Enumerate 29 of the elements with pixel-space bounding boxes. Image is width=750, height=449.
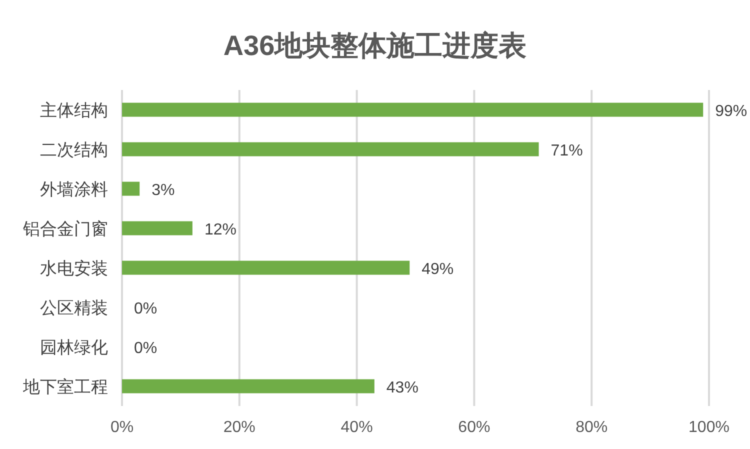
y-tick-label: 外墙涂料 — [40, 180, 108, 199]
data-label: 0% — [134, 340, 158, 357]
y-tick-label: 二次结构 — [40, 140, 108, 160]
data-label: 3% — [152, 182, 175, 199]
bar — [122, 379, 374, 394]
bar — [122, 260, 410, 275]
y-tick-label: 园林绿化 — [40, 338, 108, 357]
x-tick-label: 80% — [576, 419, 608, 436]
data-label: 0% — [134, 300, 158, 318]
data-label: 43% — [386, 379, 418, 396]
chart-title: A36地块整体施工进度表 — [223, 30, 527, 61]
data-label: 71% — [550, 142, 583, 160]
bar — [122, 142, 539, 156]
data-label: 99% — [715, 102, 748, 120]
x-tick-label: 0% — [110, 419, 134, 436]
y-tick-label: 地下室工程 — [22, 377, 108, 396]
bar — [122, 102, 704, 117]
x-tick-label: 60% — [458, 419, 490, 436]
bar — [122, 221, 192, 236]
bar — [122, 182, 140, 196]
data-label: 49% — [422, 260, 454, 278]
y-tick-label: 主体结构 — [40, 100, 108, 120]
x-tick-label: 100% — [688, 419, 730, 436]
x-tick-label: 40% — [340, 419, 373, 436]
data-label: 12% — [204, 221, 236, 238]
y-tick-label: 铝合金门窗 — [22, 219, 108, 238]
x-tick-label: 20% — [223, 419, 256, 436]
y-tick-label: 水电安装 — [40, 258, 108, 278]
y-tick-label: 公区精装 — [40, 298, 108, 318]
